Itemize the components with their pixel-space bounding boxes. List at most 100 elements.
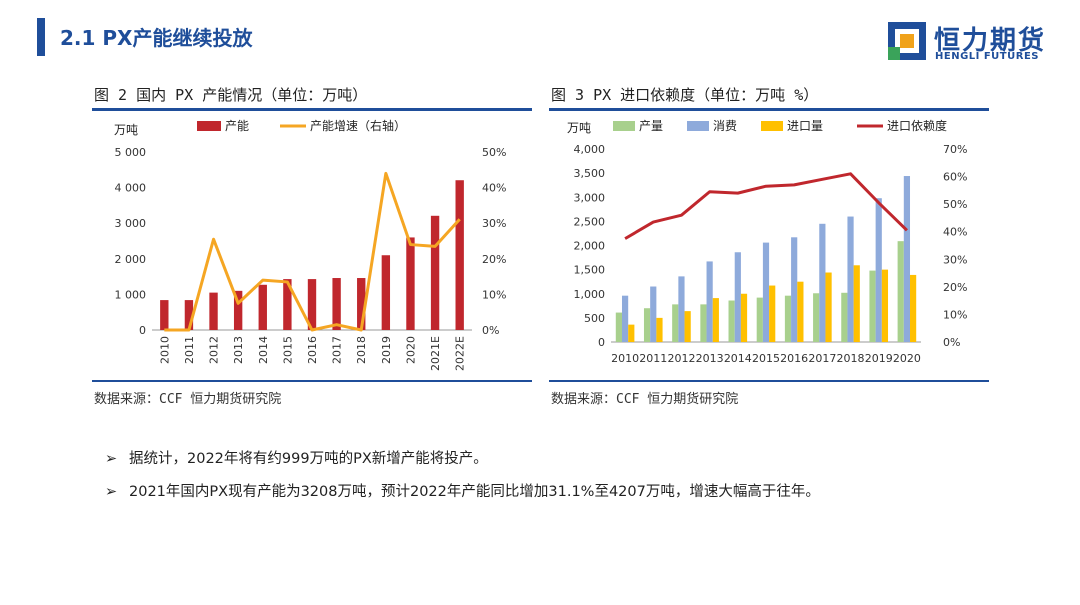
legend-swatch-1 xyxy=(687,121,709,131)
y-tick-label: 4,000 xyxy=(574,143,606,156)
y2-tick-label: 40% xyxy=(943,226,967,239)
bar-2-2014 xyxy=(740,293,748,342)
y-tick-label: 4 000 xyxy=(115,182,147,195)
y-tick-label: 2 000 xyxy=(115,253,147,266)
bar-capacity-2012 xyxy=(209,292,218,330)
bar-1-2018 xyxy=(847,216,854,342)
x-tick-label: 2019 xyxy=(865,352,893,365)
bar-1-2016 xyxy=(791,237,798,342)
bar-0-2018 xyxy=(841,292,848,342)
bar-capacity-2013 xyxy=(233,290,243,330)
legend-label-growth: 产能增速（右轴） xyxy=(310,118,406,133)
figure3-top-rule xyxy=(549,108,989,111)
y-axis-unit-label: 万吨 xyxy=(567,121,591,135)
legend-swatch-0 xyxy=(613,121,635,131)
y-tick-label: 2,000 xyxy=(574,240,606,253)
x-tick-label: 2020 xyxy=(404,336,417,364)
y-tick-label: 1 000 xyxy=(115,288,147,301)
x-tick-label: 2013 xyxy=(696,352,724,365)
bar-0-2013 xyxy=(700,304,707,342)
x-tick-label: 2017 xyxy=(331,336,344,364)
bar-2-2010 xyxy=(628,324,635,342)
y2-tick-label: 10% xyxy=(943,308,967,321)
x-tick-label: 2015 xyxy=(752,352,780,365)
x-tick-label: 2018 xyxy=(837,352,865,365)
y2-tick-label: 70% xyxy=(943,143,967,156)
bar-0-2015 xyxy=(756,297,763,342)
figure2-bottom-rule xyxy=(92,380,532,382)
bar-capacity-2020 xyxy=(406,237,415,330)
y2-tick-label: 40% xyxy=(482,182,506,195)
bar-2-2017 xyxy=(825,272,832,342)
bar-capacity-2016 xyxy=(307,279,317,330)
legend-swatch-2 xyxy=(761,121,783,131)
bar-2-2016 xyxy=(797,281,804,342)
bar-2-2015 xyxy=(769,285,776,342)
bullet-item-1: ➢ 据统计，2022年将有约999万吨的PX新增产能将投产。 xyxy=(105,447,488,468)
bar-2-2011 xyxy=(656,317,663,342)
x-tick-label: 2012 xyxy=(667,352,695,365)
x-tick-label: 2014 xyxy=(724,352,752,365)
legend-label-capacity: 产能 xyxy=(225,119,249,133)
bar-1-2012 xyxy=(678,276,685,342)
bar-capacity-2014 xyxy=(258,284,267,330)
bar-0-2010 xyxy=(615,312,622,342)
legend-label-dependency: 进口依赖度 xyxy=(887,118,947,133)
arrow-bullet-icon: ➢ xyxy=(105,484,118,500)
figure3-title: 图 3 PX 进口依赖度（单位：万吨 %） xyxy=(551,86,819,104)
bar-0-2011 xyxy=(643,308,651,342)
x-tick-label: 2013 xyxy=(232,336,245,364)
y2-tick-label: 20% xyxy=(943,281,967,294)
x-tick-label: 2016 xyxy=(780,352,808,365)
bar-1-2017 xyxy=(819,223,826,342)
bar-0-2019 xyxy=(869,270,876,342)
y-tick-label: 3,000 xyxy=(574,191,606,204)
y-tick-label: 1,500 xyxy=(574,264,606,277)
bar-capacity-2010 xyxy=(160,300,169,330)
bar-capacity-2017 xyxy=(332,278,341,330)
bar-1-2011 xyxy=(650,286,657,342)
bar-0-2014 xyxy=(728,300,735,342)
page-title: 2.1 PX产能继续投放 xyxy=(60,26,253,50)
x-tick-label: 2018 xyxy=(355,336,368,364)
bar-0-2012 xyxy=(672,304,679,342)
y2-tick-label: 0% xyxy=(943,336,960,349)
x-tick-label: 2011 xyxy=(183,336,196,364)
bar-0-2017 xyxy=(813,293,820,342)
figure3-bottom-rule xyxy=(549,380,989,382)
x-tick-label: 2020 xyxy=(893,352,921,365)
logo-icon xyxy=(888,22,926,60)
bar-capacity-2011 xyxy=(184,300,194,330)
y2-tick-label: 50% xyxy=(943,198,967,211)
bullet-text-1: 据统计，2022年将有约999万吨的PX新增产能将投产。 xyxy=(129,451,488,467)
y2-tick-label: 50% xyxy=(482,146,506,159)
x-tick-label: 2015 xyxy=(281,336,294,364)
figure2-top-rule xyxy=(92,108,532,111)
title-accent-bar xyxy=(37,18,45,56)
y2-tick-label: 20% xyxy=(482,253,506,266)
company-logo: 恒力期货 HENGLI FUTURES xyxy=(888,20,1058,66)
y-tick-label: 0 xyxy=(598,336,605,349)
line-import-dependency xyxy=(624,172,908,240)
y2-tick-label: 30% xyxy=(482,217,506,230)
x-tick-label: 2016 xyxy=(306,336,319,364)
bar-capacity-2018 xyxy=(357,278,366,330)
x-tick-label: 2021E xyxy=(429,336,442,371)
bullet-item-2: ➢ 2021年国内PX现有产能为3208万吨，预计2022年产能同比增加31.1%… xyxy=(105,480,820,501)
legend-label-0: 产量 xyxy=(639,119,663,133)
bullet-text-2: 2021年国内PX现有产能为3208万吨，预计2022年产能同比增加31.1%至… xyxy=(129,484,820,500)
bar-2-2020 xyxy=(910,274,917,342)
bar-2-2012 xyxy=(684,311,691,342)
y-axis-unit-label: 万吨 xyxy=(114,123,138,137)
logo-text-cn: 恒力期货 xyxy=(934,26,1047,56)
y-tick-label: 5 000 xyxy=(115,146,147,159)
figure2-chart: 万吨 产能 产能增速（右轴） 0 1 000 2 000 3 000 4 000 5 000 0%… xyxy=(114,118,506,371)
figure2-title: 图 2 国内 PX 产能情况（单位：万吨） xyxy=(94,86,368,104)
logo-text-en: HENGLI FUTURES xyxy=(935,51,1039,62)
y-tick-label: 500 xyxy=(584,312,605,325)
y-tick-label: 2,500 xyxy=(574,215,606,228)
legend-label-1: 消费 xyxy=(713,119,737,133)
bar-capacity-2015 xyxy=(283,279,292,330)
bar-1-2020 xyxy=(903,176,911,342)
figure2-source: 数据来源：CCF 恒力期货研究院 xyxy=(94,392,282,407)
